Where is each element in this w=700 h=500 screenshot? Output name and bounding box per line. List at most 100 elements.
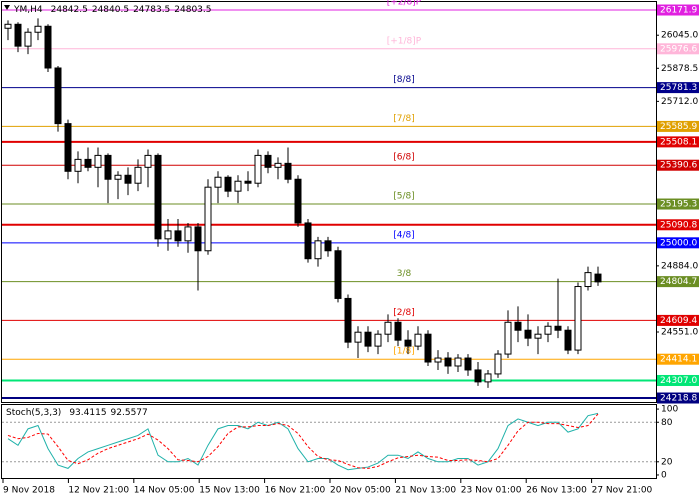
candle-body (314, 240, 322, 260)
x-tick-label: 26 Nov 13:00 (526, 486, 587, 496)
candle-body (174, 230, 182, 242)
header-title: Stoch(5,3,3) (6, 408, 61, 418)
candle-body (304, 222, 312, 260)
candle-body (114, 174, 122, 180)
x-tick-label: 14 Nov 05:00 (134, 486, 195, 496)
x-tick-label: 20 Nov 05:00 (330, 486, 391, 496)
level-box (657, 136, 699, 148)
y-tick-label: 26045.0 (661, 31, 698, 41)
level-box (657, 219, 699, 231)
x-tick-label: 15 Nov 13:00 (199, 486, 260, 496)
candle-body (414, 333, 422, 347)
candle-body (44, 25, 52, 69)
header-value: 24840.5 (92, 5, 129, 15)
candle-body (584, 272, 592, 288)
candle-body (264, 154, 272, 168)
murrey-name: [+2/8]P (387, 0, 422, 8)
candle-body (464, 357, 472, 371)
stoch-line (7, 413, 599, 469)
level-value: 24804.7 (660, 277, 697, 287)
level-value: 25508.1 (660, 137, 697, 147)
candle-body (324, 240, 332, 252)
header-value: 24803.5 (174, 5, 211, 15)
candle-body (514, 321, 522, 331)
candle-body (544, 325, 552, 335)
stoch-line (7, 412, 599, 471)
murrey-name: [8/8] (393, 75, 415, 85)
level-box (657, 276, 699, 288)
candle-body (424, 333, 432, 363)
candle-body (454, 357, 462, 367)
murrey-name: [5/8] (393, 192, 415, 202)
level-value: 25000.0 (660, 238, 697, 248)
level-box (657, 353, 699, 365)
candle-body (74, 158, 82, 172)
header-value: 24842.5 (51, 5, 88, 15)
murrey-name: [+1/8]P (387, 36, 422, 46)
x-tick-label: 23 Nov 01:00 (461, 486, 522, 496)
candle-body (144, 154, 152, 168)
candle-body (194, 226, 202, 252)
candle-body (564, 329, 572, 351)
candle-body (234, 180, 242, 192)
candle-body (24, 31, 32, 47)
level-box (657, 82, 699, 94)
murrey-name: [2/8] (393, 308, 415, 318)
y-tick-label: 100 (661, 405, 678, 415)
level-value: 25390.6 (660, 161, 697, 171)
candle-body (524, 329, 532, 339)
y-tick-label: 24884.0 (661, 261, 698, 271)
level-box (657, 120, 699, 132)
candle-body (224, 176, 232, 192)
candle-body (504, 321, 512, 355)
candle-body (374, 333, 382, 347)
candle-body (94, 154, 102, 168)
header-value: 24783.5 (133, 5, 170, 15)
candle-body (364, 331, 372, 347)
level-box (657, 198, 699, 210)
candle-body (484, 373, 492, 383)
level-box (657, 43, 699, 55)
candle-body (244, 180, 252, 184)
murrey-name: [1/8] (393, 347, 415, 357)
level-value: 25090.8 (660, 220, 697, 230)
level-value: 24307.0 (660, 376, 697, 386)
level-box (657, 374, 699, 386)
candle-body (284, 162, 292, 180)
candle-body (64, 123, 72, 172)
murrey-name: [7/8] (393, 114, 415, 124)
level-value: 24609.4 (660, 316, 697, 326)
candle-body (184, 226, 192, 242)
candle-body (334, 250, 342, 299)
y-tick-label: 24551.0 (661, 328, 698, 338)
header-value: 92.5577 (111, 408, 148, 418)
level-value: 25976.6 (660, 44, 697, 54)
level-value: 26171.9 (660, 6, 697, 16)
level-box (657, 314, 699, 326)
candle-body (354, 331, 362, 343)
candle-body (14, 23, 22, 47)
stoch-frame (1, 404, 657, 479)
murrey-name: 3/8 (397, 269, 412, 279)
level-value: 25195.3 (660, 200, 697, 210)
main-frame (1, 1, 657, 403)
candle-body (444, 357, 452, 367)
candle-body (554, 325, 562, 331)
x-tick-label: 9 Nov 2018 (3, 486, 55, 496)
header: YM,H4 24842.5 24840.5 24783.5 24803.5 (13, 5, 212, 15)
candle-body (124, 174, 132, 184)
candle-body (54, 67, 62, 125)
candle-body (4, 23, 12, 29)
x-tick-label: 27 Nov 21:00 (592, 486, 653, 496)
y-tick-label: 25878.5 (661, 64, 698, 74)
candle-body (344, 297, 352, 343)
candle-body (384, 321, 392, 335)
candle-body (494, 353, 502, 375)
header: Stoch(5,3,3) 93.4115 92.5577 (6, 408, 148, 418)
candle-body (394, 321, 402, 341)
candle-body (134, 166, 142, 184)
candle-body (154, 154, 162, 240)
candle-body (164, 230, 172, 240)
level-value: 25585.9 (660, 122, 697, 132)
level-box (657, 237, 699, 249)
